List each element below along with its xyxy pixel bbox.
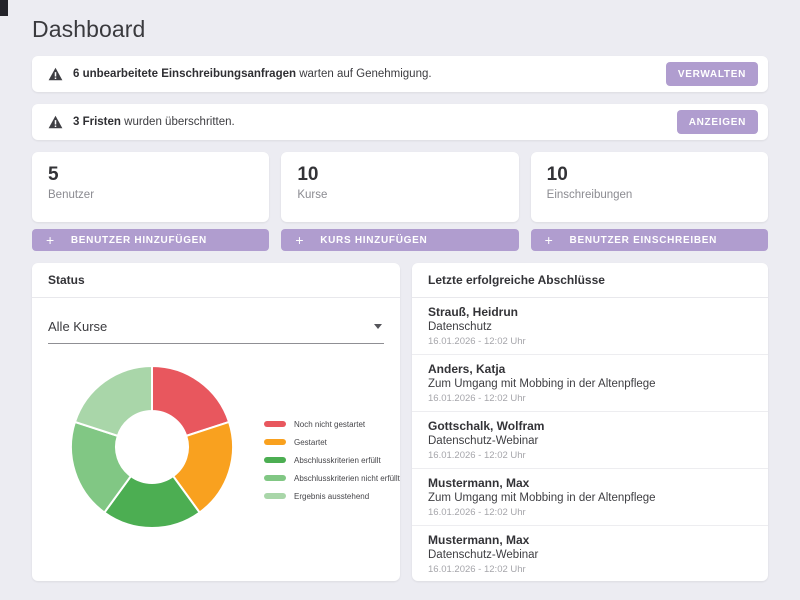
course-filter-select[interactable]: Alle Kurse bbox=[48, 314, 384, 344]
alert-deadlines: 3 Fristen wurden überschritten. ANZEIGEN bbox=[32, 104, 768, 140]
legend-swatch bbox=[264, 421, 286, 427]
stat-col-users: 5 Benutzer + BENUTZER HINZUFÜGEN bbox=[32, 152, 270, 251]
status-card-title: Status bbox=[32, 263, 400, 298]
show-button[interactable]: ANZEIGEN bbox=[676, 110, 758, 134]
completion-course: Zum Umgang mit Mobbing in der Altenpfleg… bbox=[428, 378, 656, 390]
add-course-button[interactable]: + KURS HINZUFÜGEN bbox=[281, 229, 519, 251]
action-button-label: BENUTZER EINSCHREIBEN bbox=[569, 234, 718, 246]
stats-row: 5 Benutzer + BENUTZER HINZUFÜGEN 10 Kurs… bbox=[32, 152, 768, 251]
legend-item[interactable]: Gestartet bbox=[264, 437, 400, 447]
status-card-body: Alle Kurse Noch nicht gestartet Gestartet… bbox=[32, 298, 400, 531]
completion-name: Gottschalk, Wolfram bbox=[428, 419, 545, 433]
stat-card-enrollments: 10 Einschreibungen bbox=[530, 152, 768, 222]
legend-label: Abschlusskriterien nicht erfüllt bbox=[294, 473, 400, 483]
stat-label: Benutzer bbox=[48, 189, 95, 201]
completion-date: 16.01.2026 - 12:02 Uhr bbox=[428, 450, 526, 461]
completion-course: Datenschutz bbox=[428, 321, 492, 333]
legend-label: Noch nicht gestartet bbox=[294, 419, 366, 429]
plus-icon: + bbox=[46, 232, 55, 248]
stat-card-users: 5 Benutzer bbox=[32, 152, 270, 222]
completions-card: Letzte erfolgreiche Abschlüsse Strauß, H… bbox=[412, 263, 768, 581]
stat-card-courses: 10 Kurse bbox=[281, 152, 519, 222]
warning-icon bbox=[48, 115, 63, 129]
legend-label: Gestartet bbox=[294, 437, 327, 447]
completion-date: 16.01.2026 - 12:02 Uhr bbox=[428, 564, 526, 575]
stat-col-courses: 10 Kurse + KURS HINZUFÜGEN bbox=[281, 152, 519, 251]
completion-name: Anders, Katja bbox=[428, 362, 506, 376]
completion-item: Strauß, Heidrun Datenschutz 16.01.2026 - 1… bbox=[412, 298, 768, 355]
legend-item[interactable]: Noch nicht gestartet bbox=[264, 419, 400, 429]
action-button-label: KURS HINZUFÜGEN bbox=[320, 234, 428, 246]
legend-swatch bbox=[264, 457, 286, 463]
completion-course: Datenschutz-Webinar bbox=[428, 435, 539, 447]
course-filter-value: Alle Kurse bbox=[48, 319, 108, 334]
legend-label: Ergebnis ausstehend bbox=[294, 491, 370, 501]
completion-name: Strauß, Heidrun bbox=[428, 305, 519, 319]
chart-row: Noch nicht gestartet Gestartet Abschlusskr… bbox=[48, 363, 400, 531]
legend-swatch bbox=[264, 439, 286, 445]
completion-item: Anders, Katja Zum Umgang mit Mobbing in d… bbox=[412, 355, 768, 412]
warning-icon bbox=[48, 67, 63, 81]
legend-item[interactable]: Abschlusskriterien erfüllt bbox=[264, 455, 400, 465]
completion-item: Mustermann, Max Datenschutz-Webinar 16.01.… bbox=[412, 526, 768, 581]
alert-text: 6 unbearbeitete Einschreibungsanfragen w… bbox=[73, 68, 432, 80]
completion-date: 16.01.2026 - 12:02 Uhr bbox=[428, 393, 526, 404]
completion-date: 16.01.2026 - 12:02 Uhr bbox=[428, 336, 526, 347]
alert-text: 3 Fristen wurden überschritten. bbox=[73, 116, 235, 128]
stat-label: Einschreibungen bbox=[546, 189, 633, 201]
status-donut-chart bbox=[70, 364, 234, 529]
plus-icon: + bbox=[544, 232, 554, 248]
donut-slice bbox=[73, 364, 153, 438]
completion-item: Mustermann, Max Zum Umgang mit Mobbing in… bbox=[412, 469, 768, 526]
stat-col-enrollments: 10 Einschreibungen + BENUTZER EINSCHREIB… bbox=[530, 152, 768, 251]
chart-legend: Noch nicht gestartet Gestartet Abschlusskr… bbox=[264, 419, 400, 531]
legend-swatch bbox=[264, 475, 286, 481]
alert-bold-text: 3 Fristen bbox=[73, 116, 121, 128]
legend-item[interactable]: Abschlusskriterien nicht erfüllt bbox=[264, 473, 400, 483]
stat-value: 10 bbox=[297, 164, 319, 185]
page-title: Dashboard bbox=[32, 16, 146, 42]
completions-list: Strauß, Heidrun Datenschutz 16.01.2026 - 1… bbox=[412, 298, 768, 581]
completion-item: Gottschalk, Wolfram Datenschutz-Webinar 16… bbox=[412, 412, 768, 469]
stat-value: 10 bbox=[546, 164, 568, 185]
stat-value: 5 bbox=[48, 164, 59, 185]
alert-enrollment-requests: 6 unbearbeitete Einschreibungsanfragen w… bbox=[32, 56, 768, 92]
completion-date: 16.01.2026 - 12:02 Uhr bbox=[428, 507, 526, 518]
legend-label: Abschlusskriterien erfüllt bbox=[294, 455, 381, 465]
sidebar-edge-fragment bbox=[0, 0, 8, 16]
legend-item[interactable]: Ergebnis ausstehend bbox=[264, 491, 400, 501]
chevron-down-icon bbox=[374, 324, 382, 329]
dashboard-page: Dashboard 6 unbearbeitete Einschreibungs… bbox=[32, 16, 768, 581]
alert-bold-text: 6 unbearbeitete Einschreibungsanfragen bbox=[73, 68, 297, 80]
plus-icon: + bbox=[295, 232, 305, 248]
enroll-user-button[interactable]: + BENUTZER EINSCHREIBEN bbox=[530, 229, 768, 251]
bottom-row: Status Alle Kurse Noch nicht gestartet Ge… bbox=[32, 263, 768, 581]
completion-course: Zum Umgang mit Mobbing in der Altenpfleg… bbox=[428, 492, 656, 504]
stat-label: Kurse bbox=[297, 189, 328, 201]
action-button-label: BENUTZER HINZUFÜGEN bbox=[70, 234, 207, 246]
completion-course: Datenschutz-Webinar bbox=[428, 549, 539, 561]
completion-name: Mustermann, Max bbox=[428, 476, 530, 490]
alert-regular-text: wurden überschritten. bbox=[120, 116, 235, 128]
completion-name: Mustermann, Max bbox=[428, 533, 530, 547]
completions-card-title: Letzte erfolgreiche Abschlüsse bbox=[412, 263, 768, 298]
status-card: Status Alle Kurse Noch nicht gestartet Ge… bbox=[32, 263, 400, 581]
manage-button[interactable]: VERWALTEN bbox=[665, 62, 758, 86]
alert-regular-text: warten auf Genehmigung. bbox=[296, 68, 432, 80]
legend-swatch bbox=[264, 493, 286, 499]
add-user-button[interactable]: + BENUTZER HINZUFÜGEN bbox=[32, 229, 270, 251]
